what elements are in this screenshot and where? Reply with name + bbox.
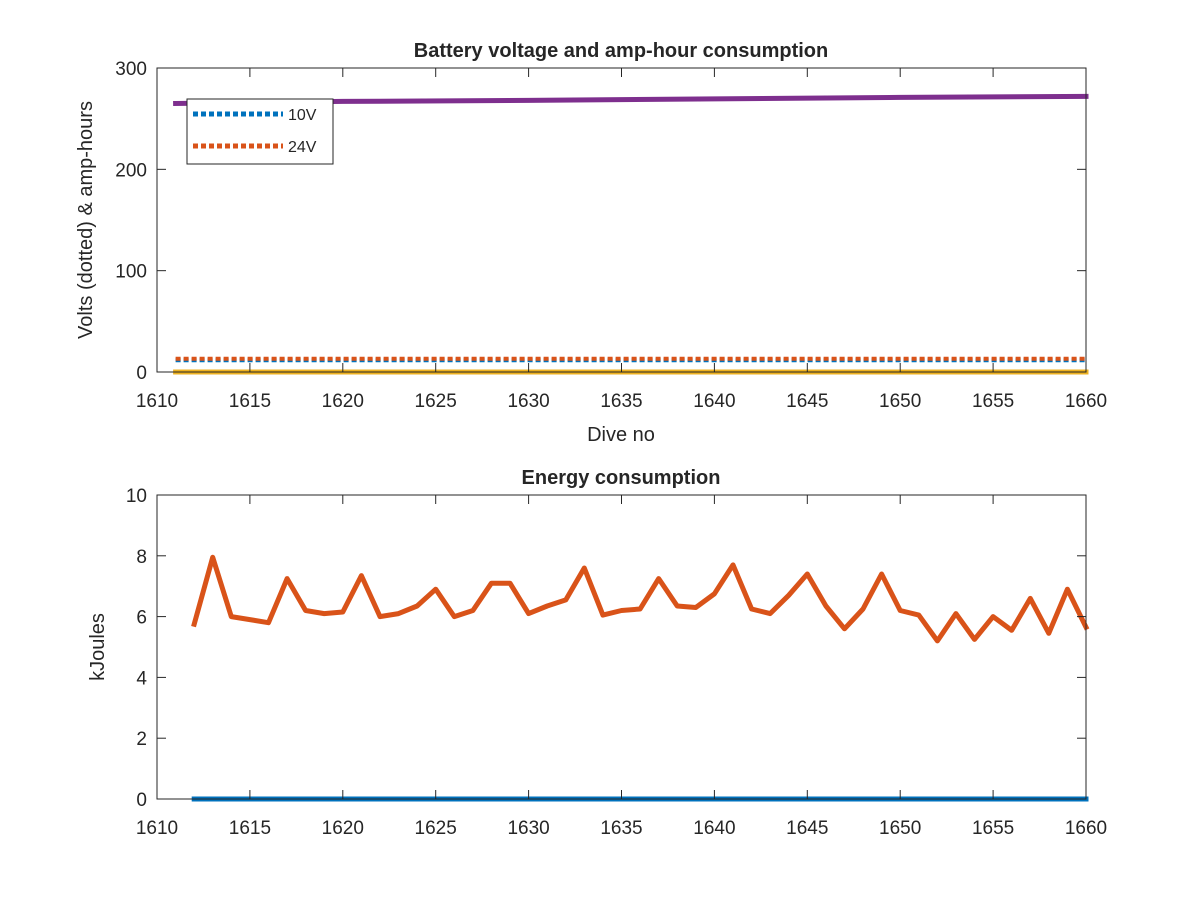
legend-label-24v: 24V: [288, 139, 317, 156]
x-tick-label: 1660: [1065, 818, 1107, 839]
x-tick-label: 1645: [786, 818, 828, 839]
y-tick-label: 100: [115, 262, 147, 283]
y-tick-label: 10: [126, 486, 147, 507]
axes-ticks: 1610 1615 1620 1625 1630 1635 1640 1645 1650 1655…: [115, 59, 1107, 412]
x-tick-label: 1630: [507, 391, 549, 412]
x-tick-label: 1655: [972, 818, 1014, 839]
x-tick-label: 1635: [600, 391, 642, 412]
x-tick-label: 1655: [972, 391, 1014, 412]
x-tick-label: 1615: [229, 818, 271, 839]
x-tick-label: 1620: [322, 818, 364, 839]
y-tick-label: 4: [136, 668, 147, 689]
y-tick-label: 6: [136, 608, 147, 629]
x-tick-label: 1640: [693, 818, 735, 839]
axes-ticks: 1610 1615 1620 1625 1630 1635 1640 1645 1650 1655…: [126, 486, 1107, 839]
x-tick-label: 1625: [415, 818, 457, 839]
x-tick-label: 1650: [879, 818, 921, 839]
y-tick-label: 2: [136, 729, 147, 750]
x-tick-label: 1650: [879, 391, 921, 412]
x-tick-label: 1610: [136, 818, 178, 839]
legend-label-10v: 10V: [288, 107, 317, 124]
x-axis-label: Dive no: [587, 424, 655, 446]
y-tick-label: 0: [136, 363, 147, 384]
y-tick-label: 8: [136, 547, 147, 568]
legend: 10V 24V: [186, 98, 334, 165]
chart-title: Energy consumption: [522, 467, 721, 489]
y-tick-label: 300: [115, 59, 147, 80]
legend-box: [186, 98, 334, 165]
x-tick-label: 1630: [507, 818, 549, 839]
y-axis-label: kJoules: [87, 613, 109, 681]
voltage-amphour-axes: 1610 1615 1620 1625 1630 1635 1640 1645 1650 1655…: [75, 40, 1107, 446]
x-tick-label: 1645: [786, 391, 828, 412]
x-tick-label: 1660: [1065, 391, 1107, 412]
y-axis-label: Volts (dotted) & amp-hours: [75, 101, 97, 339]
energy-axes: 1610 1615 1620 1625 1630 1635 1640 1645 1650 1655…: [87, 467, 1107, 839]
chart-title: Battery voltage and amp-hour consumption: [414, 40, 828, 62]
x-tick-label: 1620: [322, 391, 364, 412]
energy-series: [191, 554, 1090, 802]
x-tick-label: 1635: [600, 818, 642, 839]
x-tick-label: 1610: [136, 391, 178, 412]
y-tick-label: 200: [115, 160, 147, 181]
x-tick-label: 1625: [415, 391, 457, 412]
series-line-2: [191, 554, 1090, 644]
y-tick-label: 0: [136, 790, 147, 811]
x-tick-label: 1615: [229, 391, 271, 412]
x-tick-label: 1640: [693, 391, 735, 412]
axes-box: [156, 494, 1087, 800]
